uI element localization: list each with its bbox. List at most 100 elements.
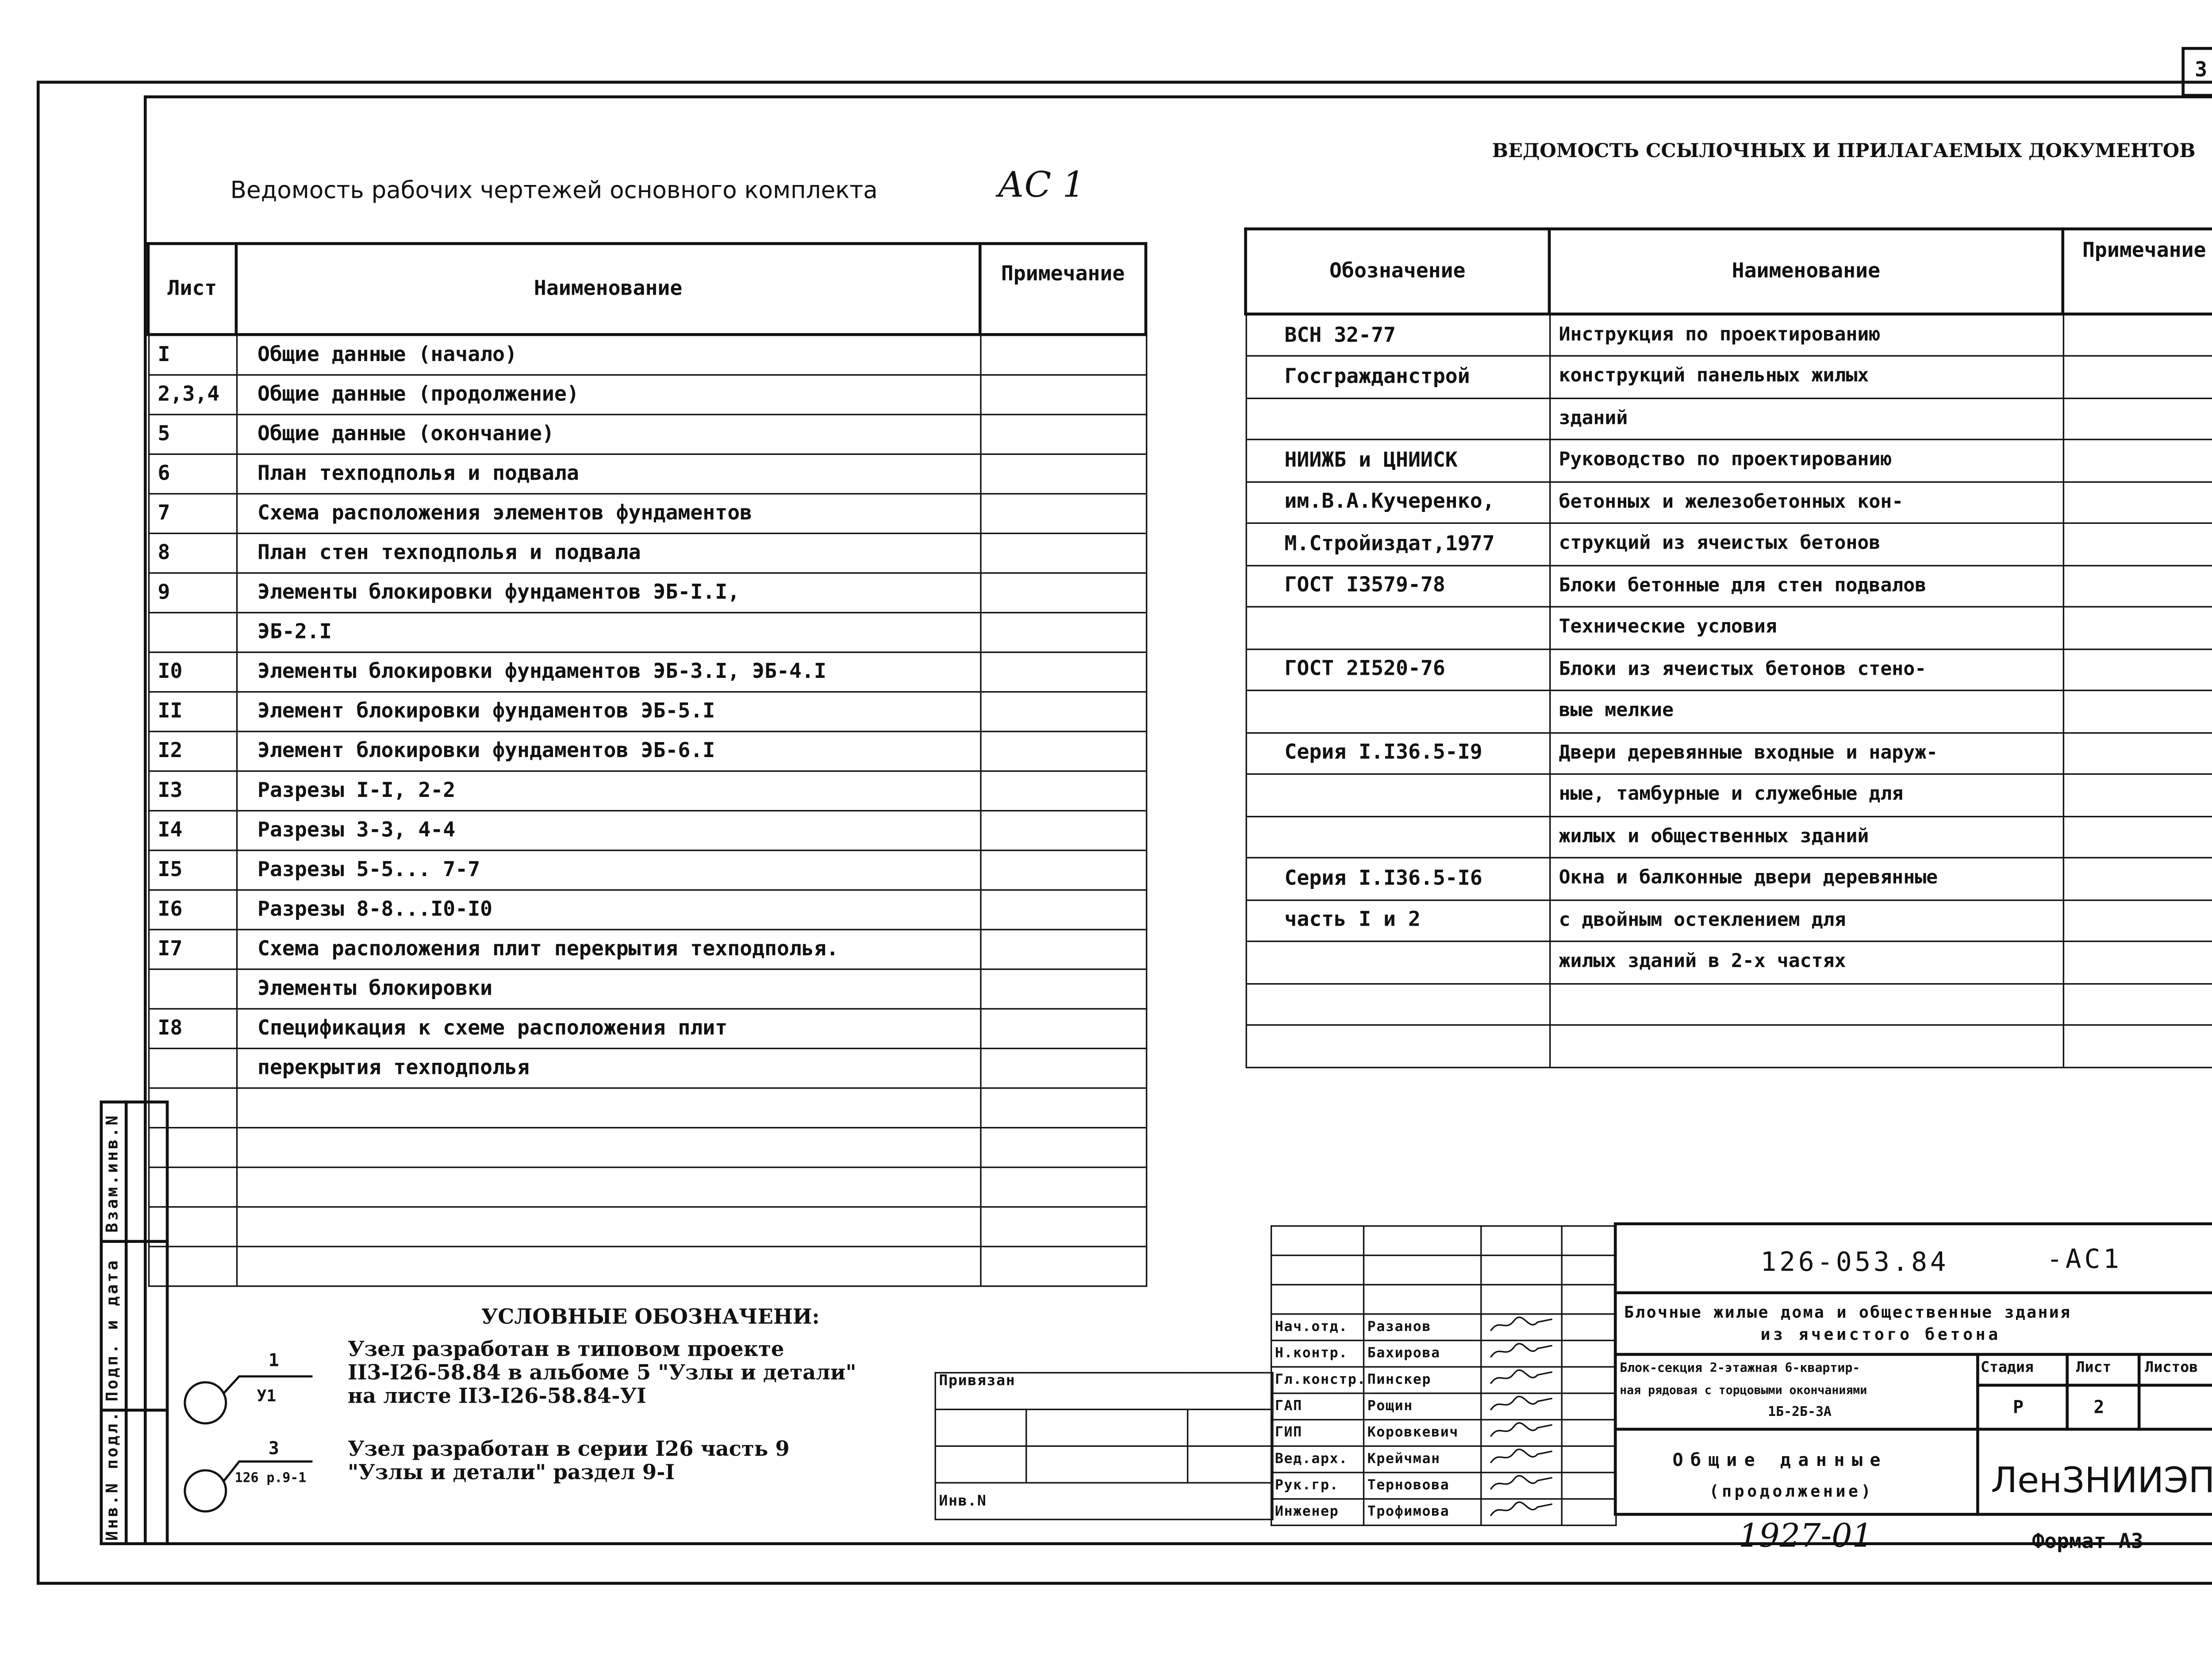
drawing-name — [235, 1127, 981, 1168]
title-block — [1613, 1222, 2212, 1516]
col-header-name: Наименование — [234, 242, 982, 336]
note-cell — [2062, 815, 2212, 859]
drawing-name — [235, 1246, 981, 1287]
table-row: жилых и общественных зданий — [1244, 815, 2212, 859]
sheet-number: I8 — [147, 1008, 237, 1050]
drawing-name: Разрезы 8-8...I0-I0 — [235, 889, 981, 931]
note-cell — [979, 374, 1147, 415]
staff-role: Гл.констр. — [1270, 1366, 1365, 1394]
document-name: с двойным остеклением для — [1548, 899, 2064, 942]
right-table-title: ВЕДОМОСТЬ ССЫЛОЧНЫХ И ПРИЛАГАЕМЫХ ДОКУМЕ… — [1492, 141, 2196, 163]
sheet-number: I — [147, 334, 237, 376]
document-designation — [1244, 982, 1550, 1026]
note-cell — [2062, 857, 2212, 900]
col-header-note: Примечание — [978, 242, 1148, 336]
table-row: ЭБ-2.I — [147, 612, 1147, 653]
signature-icon — [1480, 1339, 1563, 1368]
date-cell — [1561, 1392, 1617, 1421]
document-name — [1548, 982, 2064, 1026]
document-code: 126-053.84 — [1760, 1247, 1949, 1278]
node-callout-icons — [184, 1375, 313, 1513]
document-name — [1548, 1024, 2064, 1068]
staff-name: Терновова — [1363, 1472, 1482, 1500]
divider — [2066, 1353, 2069, 1430]
staff-role: Нач.отд. — [1270, 1313, 1365, 1342]
sheet-number: I2 — [147, 731, 237, 772]
signature-icon — [1480, 1392, 1563, 1421]
table-row: I4 Разрезы 3-3, 4-4 — [147, 810, 1147, 851]
table-row: вые мелкие — [1244, 689, 2212, 733]
signature-icon — [1480, 1445, 1563, 1473]
note-cell — [2062, 606, 2212, 650]
document-designation — [1244, 1024, 1550, 1068]
staff-role: Инженер — [1270, 1498, 1365, 1526]
signature-icon — [1480, 1472, 1563, 1500]
table-row: перекрытия техподполья — [147, 1047, 1147, 1089]
table-row: Серия I.I36.5-I6 Окна и балконные двери д… — [1244, 857, 2212, 900]
note-cell — [979, 1166, 1147, 1208]
note-cell — [979, 968, 1147, 1010]
document-designation: Госгражданстрой — [1244, 355, 1550, 399]
table-row: ные, тамбурные и служебные для — [1244, 773, 2212, 817]
table-row: I0 Элементы блокировки фундаментов ЭБ-3.I… — [147, 651, 1147, 693]
note-cell — [979, 493, 1147, 535]
table-row: ВСН 32-77 Инструкция по проектированию — [1244, 313, 2212, 357]
set-code: АС 1 — [998, 164, 1085, 206]
signature-icon — [1480, 1419, 1563, 1447]
page-number: 3 — [2195, 58, 2208, 82]
note-cell — [2062, 313, 2212, 357]
sheet-value: 2 — [2093, 1397, 2104, 1418]
drawing-name: Элементы блокировки фундаментов ЭБ-I.I, — [235, 572, 981, 614]
col-header-designation: Обозначение — [1244, 227, 1551, 316]
divider — [1976, 1384, 2212, 1387]
document-designation: им.В.А.Кучеренко, — [1244, 481, 1550, 524]
note-cell — [979, 731, 1147, 772]
note-cell — [979, 770, 1147, 812]
side-strip-divider — [124, 1100, 128, 1546]
drawing-name — [235, 1087, 981, 1129]
staff-name: Коровкевич — [1363, 1419, 1482, 1447]
col-header-note: Примечание — [2061, 227, 2212, 316]
divider — [1613, 1427, 2212, 1431]
table-row: I6 Разрезы 8-8...I0-I0 — [147, 889, 1147, 931]
document-designation: Серия I.I36.5-I9 — [1244, 731, 1550, 775]
document-name: жилых и общественных зданий — [1548, 815, 2064, 859]
table-row: I7 Схема расположения плит перекрытия тех… — [147, 929, 1147, 970]
side-strip — [100, 1100, 169, 1546]
archive-number: 1927-01 — [1738, 1519, 1873, 1556]
drawing-name: Элементы блокировки фундаментов ЭБ-3.I, … — [235, 651, 981, 693]
document-designation — [1244, 689, 1550, 733]
col-header-name: Наименование — [1548, 227, 2065, 316]
note-cell — [979, 691, 1147, 732]
node-1-number: 1 — [268, 1350, 279, 1371]
reference-documents-table: Обозначение Наименование Примечание ВСН … — [1244, 227, 2212, 1068]
table-row: ГОСТ 2I520-76 Блоки из ячеистых бетонов с… — [1244, 648, 2212, 691]
description-line-3: 1Б-2Б-3А — [1768, 1406, 1832, 1421]
sheet-number: II — [147, 691, 237, 732]
document-designation: НИИЖБ и ЦНИИСК — [1244, 438, 1550, 482]
sheet-number: 5 — [147, 414, 237, 455]
table-row: I3 Разрезы I-I, 2-2 — [147, 770, 1147, 812]
note-cell — [979, 1047, 1147, 1089]
date-cell — [1561, 1339, 1617, 1368]
document-designation: ГОСТ 2I520-76 — [1244, 648, 1550, 691]
note-cell — [2062, 689, 2212, 733]
note-cell — [979, 334, 1147, 376]
date-cell — [1561, 1498, 1617, 1526]
table-row: 6 План техподполья и подвала — [147, 453, 1147, 495]
note-cell — [2062, 1024, 2212, 1068]
note-cell — [979, 453, 1147, 495]
note-cell — [979, 612, 1147, 653]
note-cell — [2062, 940, 2212, 984]
document-name: Блоки бетонные для стен подвалов — [1548, 564, 2064, 608]
legend-item-1-line-2: II3-I26-58.84 в альбоме 5 "Узлы и детали… — [347, 1361, 856, 1385]
table-row: зданий — [1244, 397, 2212, 440]
divider — [1613, 1353, 2212, 1356]
signature-icon — [1480, 1366, 1563, 1394]
date-cell — [1561, 1366, 1617, 1394]
table-row — [147, 1246, 1147, 1287]
drawing-name: Разрезы 5-5... 7-7 — [235, 850, 981, 891]
document-designation — [1244, 606, 1550, 650]
sheet-number: I4 — [147, 810, 237, 851]
drawing-name — [235, 1166, 981, 1208]
